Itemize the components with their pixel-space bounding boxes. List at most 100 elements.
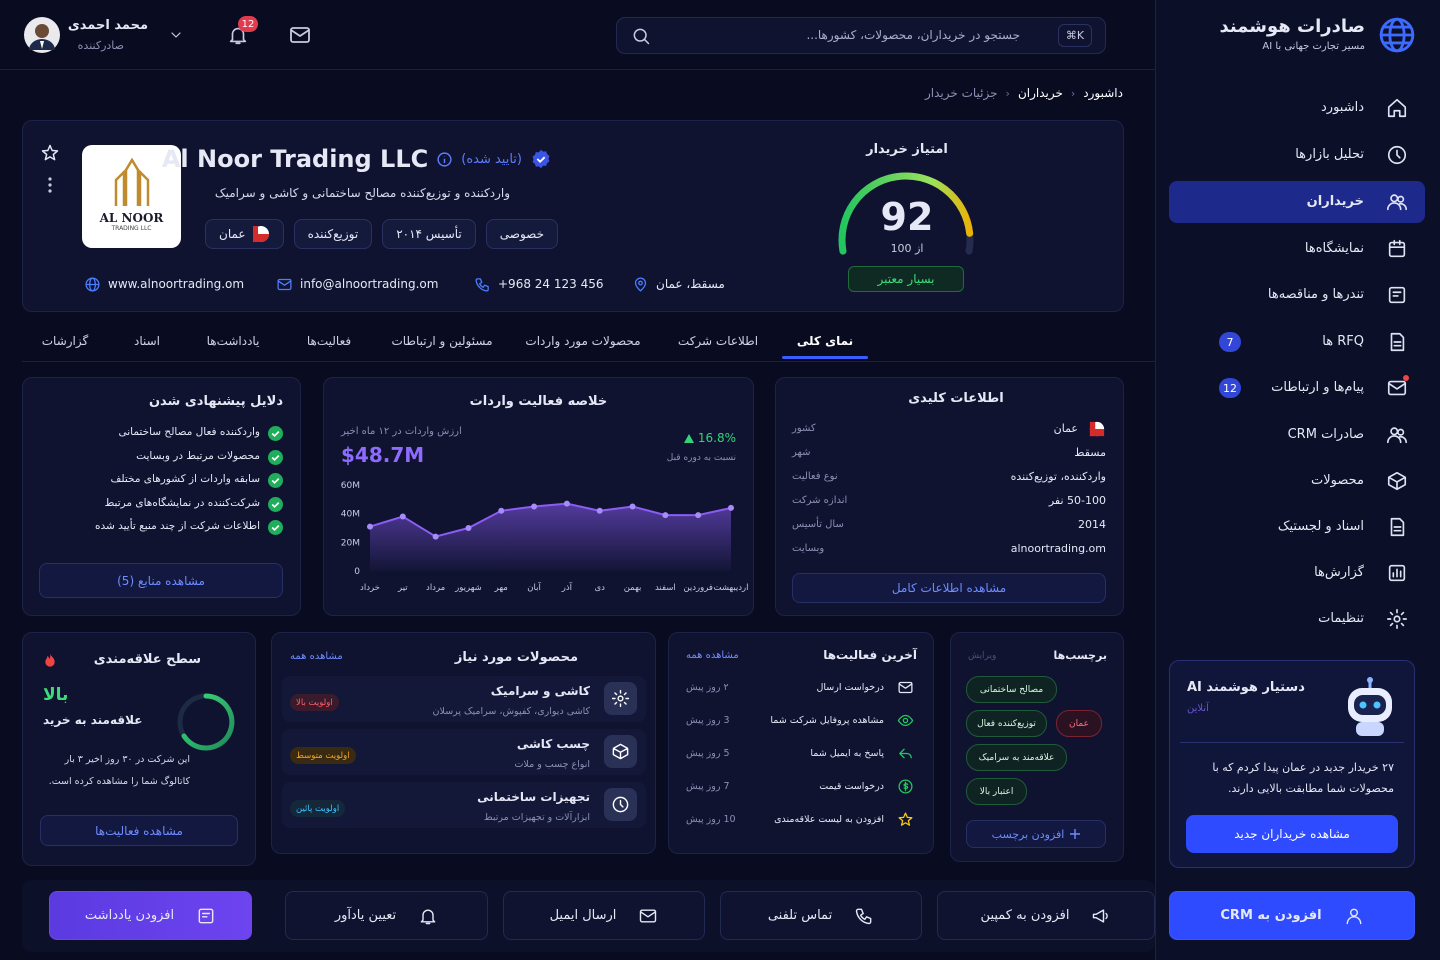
- nav-label: RFQ ها: [1322, 334, 1364, 349]
- score-title: امتیاز خریدار: [866, 142, 948, 157]
- y-tick-label: 40M: [341, 510, 360, 520]
- nav-icon: [1390, 517, 1405, 537]
- tab[interactable]: نمای کلی: [796, 334, 854, 348]
- activity-time: 10 روز پیش: [686, 814, 736, 825]
- product-icon: [604, 682, 637, 715]
- more-menu[interactable]: [46, 176, 54, 194]
- y-tick-label: 0: [354, 567, 360, 577]
- breadcrumb-item[interactable]: خریداران: [1017, 86, 1063, 100]
- tab[interactable]: اطلاعات شرکت: [677, 334, 759, 348]
- add-tag-label: افزودن برچسب: [991, 827, 1065, 841]
- key-value: 2014: [1078, 518, 1106, 531]
- company-tag: توزیع‌کننده: [293, 219, 373, 249]
- score-value: 92: [880, 195, 934, 239]
- breadcrumb: داشبورد ‹ خریداران ‹ جزئیات خریدار: [925, 86, 1123, 100]
- tab[interactable]: مسئولین و ارتباطات: [391, 334, 493, 348]
- top-bar: [0, 0, 1155, 70]
- action-icon: [1093, 908, 1109, 923]
- ai-title: دستیار هوشمند AI: [1187, 680, 1305, 695]
- tab[interactable]: محصولات مورد واردات: [525, 334, 641, 348]
- ai-button[interactable]: مشاهده خریداران جدید: [1186, 815, 1398, 853]
- activity-text: درخواست ارسال: [816, 682, 884, 693]
- interest-ring: [177, 693, 235, 751]
- contact-location: مسقط، عمان: [656, 277, 725, 291]
- check-icon: [268, 473, 283, 488]
- score-status: بسیار معتبر: [848, 266, 964, 292]
- action-button[interactable]: افزودن به کمپین: [937, 891, 1155, 940]
- breadcrumb-item[interactable]: داشبورد: [1083, 86, 1123, 100]
- search-box[interactable]: [616, 17, 1106, 54]
- breadcrumb-separator: ‹: [1070, 86, 1076, 100]
- action-button[interactable]: تعیین یادآور: [285, 891, 488, 940]
- company-tag-label: خصوصی: [499, 227, 544, 241]
- nav-label: پیام‌ها و ارتباطات: [1271, 380, 1364, 395]
- x-tick-label: بهمن: [624, 583, 642, 593]
- score-gauge: [838, 172, 974, 255]
- contact-email: info@alnoortrading.om: [300, 277, 439, 291]
- product-desc: ابزارآلات و تجهیزات مرتبط: [483, 812, 590, 823]
- activity-icon: [899, 748, 912, 759]
- reasons-button[interactable]: مشاهده منابع (5): [39, 563, 283, 598]
- activities-link[interactable]: مشاهده همه: [686, 650, 739, 661]
- interest-button[interactable]: مشاهده فعالیت‌ها: [40, 815, 238, 846]
- info-icon[interactable]: [436, 151, 453, 168]
- action-button[interactable]: تماس تلفنی: [720, 891, 922, 940]
- activity-icon: [898, 681, 913, 694]
- nav-icon: [1388, 239, 1406, 258]
- action-label: افزودن به CRM: [1220, 908, 1322, 923]
- add-tag-button[interactable]: افزودن برچسب: [966, 820, 1106, 848]
- product-name: چسب کاشی: [516, 737, 590, 751]
- point: [432, 533, 439, 540]
- products-link[interactable]: مشاهده همه: [290, 651, 343, 662]
- activity-text: مشاهده پروفایل شرکت شما: [770, 715, 884, 726]
- x-tick-label: فروردین: [683, 583, 713, 593]
- action-button[interactable]: افزودن به CRM: [1169, 891, 1415, 940]
- action-button[interactable]: ارسال ایمیل: [503, 891, 705, 940]
- favorite-star[interactable]: [40, 143, 60, 163]
- tab[interactable]: یادداشت‌ها: [206, 334, 260, 348]
- point: [465, 525, 472, 531]
- brand-title: صادرات هوشمند: [1219, 16, 1365, 37]
- nav-icon: [1387, 145, 1407, 165]
- activity-text: درخواست قیمت: [819, 781, 884, 792]
- point: [498, 507, 505, 514]
- activity-icon: [897, 714, 914, 727]
- tab[interactable]: گزارشات: [41, 334, 89, 348]
- activity-time: 7 روز پیش: [686, 781, 730, 792]
- nav-icon: [1387, 471, 1407, 491]
- tab[interactable]: فعالیت‌ها: [306, 334, 352, 348]
- nav-badge: 12: [1219, 378, 1241, 398]
- chart-change-note: نسبت به دوره قبل: [666, 453, 736, 463]
- key-value: 50-100 نفر: [1048, 494, 1106, 507]
- contact-icon: [634, 277, 647, 292]
- action-button[interactable]: افزودن یادداشت: [49, 891, 252, 940]
- tag: علاقه‌مند به سرامیک: [966, 744, 1067, 771]
- chart-title: خلاصه فعالیت واردات: [469, 394, 608, 409]
- mail-icon[interactable]: [288, 23, 312, 47]
- point: [596, 507, 603, 514]
- flag: [1089, 421, 1105, 437]
- activity-text: پاسخ به ایمیل شما: [810, 748, 884, 759]
- x-tick-label: خرداد: [360, 583, 380, 593]
- logo-mark: [114, 158, 150, 206]
- y-tick-label: 60M: [341, 481, 360, 491]
- check-icon: [268, 520, 283, 535]
- user-name: محمد احمدی: [67, 18, 148, 33]
- reason: شرکت‌کننده در نمایشگاه‌های مرتبط: [104, 496, 260, 509]
- key-info-button[interactable]: مشاهده اطلاعات کامل: [792, 573, 1106, 603]
- key-value: عمان: [1053, 422, 1078, 435]
- nav-label: تحلیل بازارها: [1295, 147, 1364, 162]
- action-icon: [855, 908, 872, 924]
- notification-badge: 12: [238, 16, 258, 32]
- nav-icon: [1387, 98, 1407, 118]
- ai-status: آنلاین: [1187, 703, 1209, 714]
- point: [399, 513, 406, 520]
- activity-time: ۲ روز پیش: [686, 682, 729, 693]
- company-title-row: (تایید شده) Al Noor Trading LLC: [162, 145, 552, 173]
- point: [629, 503, 636, 510]
- tags-edit[interactable]: ویرایش: [968, 651, 997, 661]
- tab[interactable]: اسناد: [133, 334, 160, 348]
- y-tick-label: 20M: [341, 538, 360, 548]
- chevron[interactable]: [168, 27, 184, 43]
- nav-item[interactable]: [1169, 181, 1425, 223]
